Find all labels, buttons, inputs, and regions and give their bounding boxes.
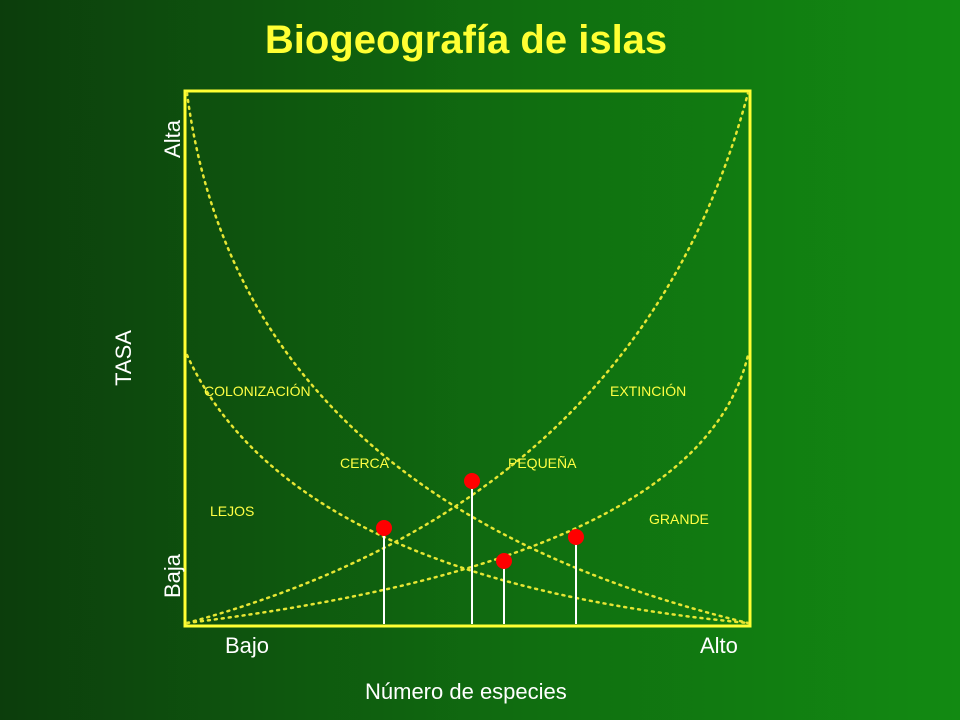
x-axis-title: Número de especies (365, 679, 567, 704)
extinction-curve-large (185, 353, 750, 625)
colonization-curve-far (185, 353, 750, 625)
equilibrium-point-near-large (568, 529, 584, 545)
colonization-label: COLONIZACIÓN (204, 383, 311, 399)
y-axis-high-label: Alta (160, 120, 185, 158)
equilibrium-point-far-small (376, 520, 392, 536)
colonization-curve-near (185, 91, 750, 625)
x-axis-high-label: Alto (700, 633, 738, 658)
small-island-label: PEQUEÑA (508, 455, 577, 471)
plot-frame (183, 89, 752, 628)
near-label: CERCA (340, 455, 390, 471)
large-island-label: GRANDE (649, 511, 709, 527)
far-label: LEJOS (210, 503, 255, 519)
y-axis-low-label: Baja (160, 553, 185, 599)
extinction-label: EXTINCIÓN (610, 383, 687, 399)
page-title: Biogeografía de islas (264, 18, 668, 62)
extinction-curve-small (185, 91, 750, 625)
equilibrium-point-near-small (464, 473, 480, 489)
x-axis-low-label: Bajo (225, 633, 270, 658)
equilibrium-point-far-large (496, 553, 512, 569)
y-axis-title: TASA (111, 330, 136, 386)
